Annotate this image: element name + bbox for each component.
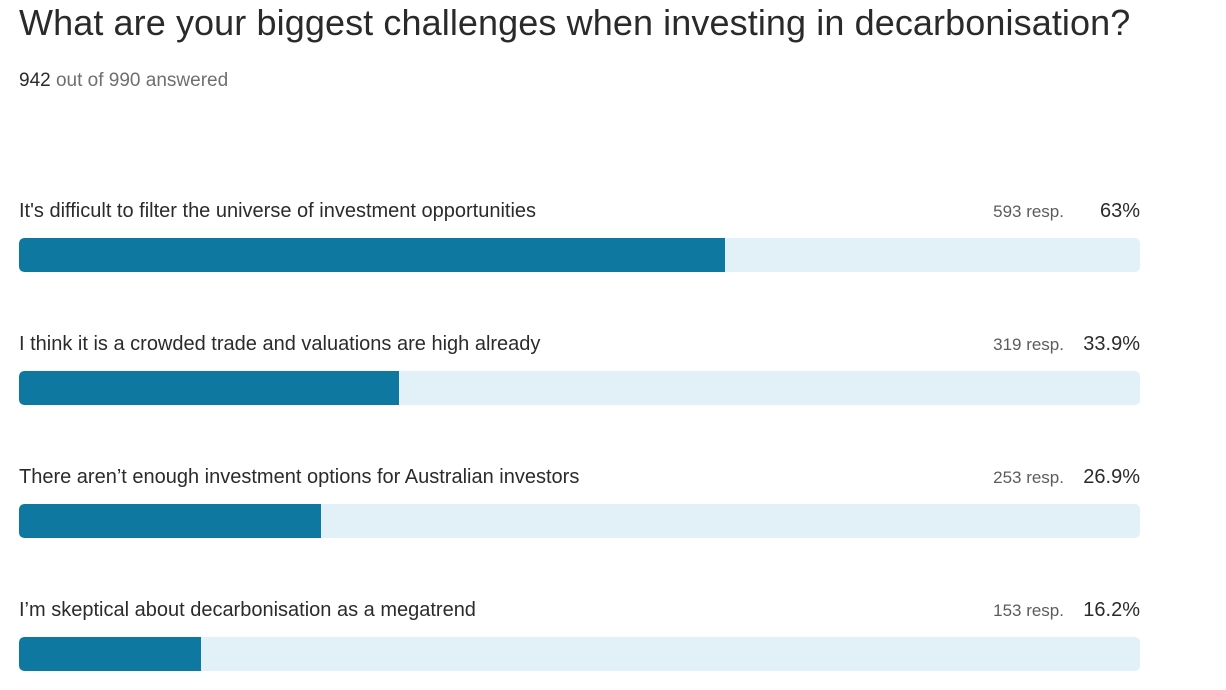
response-count: 253 resp. (993, 468, 1064, 487)
bar-fill (19, 371, 399, 405)
answer-label: I’m skeptical about decarbonisation as a… (19, 599, 476, 621)
answer-label: There aren’t enough investment options f… (19, 466, 580, 488)
answer-label: I think it is a crowded trade and valuat… (19, 333, 541, 355)
response-count: 593 resp. (993, 202, 1064, 221)
answer-row: It's difficult to filter the universe of… (19, 198, 1140, 288)
percent-label: 26.9% (1083, 466, 1140, 488)
answer-row: There aren’t enough investment options f… (19, 464, 1140, 554)
response-count: 153 resp. (993, 601, 1064, 620)
answered-count: 942 (19, 70, 51, 91)
answer-row: I’m skeptical about decarbonisation as a… (19, 597, 1140, 687)
answered-summary: 942 out of 990 answered (19, 68, 228, 94)
answered-total: out of 990 answered (50, 70, 229, 91)
bar-track (19, 371, 1140, 405)
answer-row: I think it is a crowded trade and valuat… (19, 331, 1140, 421)
bar-track (19, 504, 1140, 538)
bar-track (19, 637, 1140, 671)
percent-label: 16.2% (1083, 599, 1140, 621)
page-title: What are your biggest challenges when in… (19, 2, 1131, 43)
percent-label: 63% (1099, 200, 1140, 222)
bar-track (19, 238, 1140, 272)
bar-fill (19, 238, 725, 272)
percent-label: 33.9% (1083, 333, 1140, 355)
answer-label: It's difficult to filter the universe of… (19, 200, 537, 222)
bar-fill (19, 504, 321, 538)
bar-fill (19, 637, 201, 671)
response-count: 319 resp. (993, 335, 1064, 354)
